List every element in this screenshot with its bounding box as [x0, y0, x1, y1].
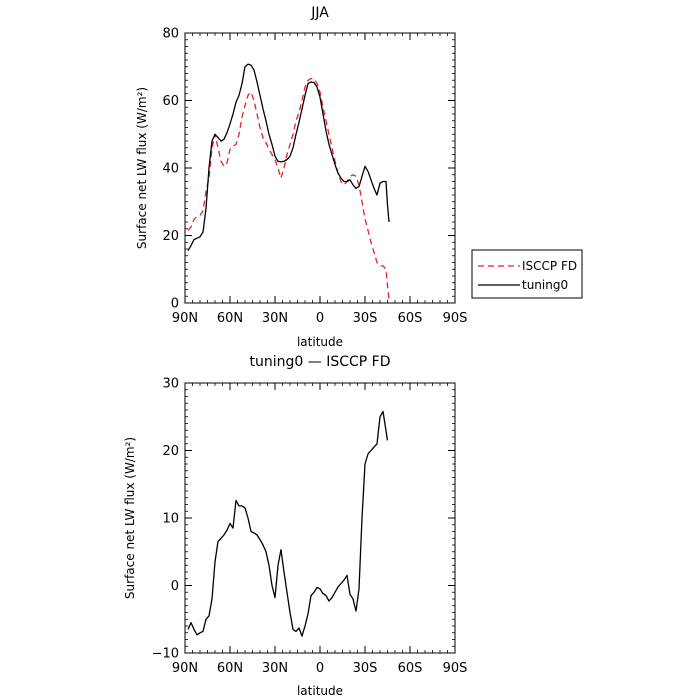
y-tick-label: 20: [162, 229, 179, 244]
x-tick-label: 60S: [398, 661, 423, 676]
x-tick-label: 30S: [353, 661, 378, 676]
x-tick-label: 90N: [172, 311, 198, 326]
y-tick-label: 60: [162, 94, 179, 109]
y-tick-label: 30: [162, 377, 179, 392]
top-y-axis-label: Surface net LW flux (W/m²): [135, 87, 149, 249]
y-tick-label: 40: [162, 162, 179, 177]
bottom-y-axis-label: Surface net LW flux (W/m²): [123, 437, 137, 599]
series-line-isccp-fd: [187, 77, 390, 300]
bottom-series-lines: [187, 410, 389, 637]
top-major-ticks: [184, 32, 456, 304]
x-tick-label: 60N: [217, 661, 243, 676]
x-tick-label: 30S: [353, 311, 378, 326]
legend-label-tuning0: tuning0: [522, 278, 568, 292]
series-line-tuning0: [187, 63, 390, 252]
bottom-major-ticks: [184, 382, 456, 654]
y-tick-label: 0: [171, 297, 179, 312]
x-tick-label: 90S: [443, 311, 468, 326]
top-chart-panel: JJA 90N 60N 30N 0 30S 60S 90S 0 20 40 60 80 latitu…: [135, 5, 583, 349]
y-tick-label: 10: [162, 512, 179, 527]
x-tick-label: 30N: [262, 311, 288, 326]
top-chart-title: JJA: [310, 5, 329, 21]
series-line-difference: [187, 410, 389, 637]
y-tick-label: 0: [171, 579, 179, 594]
x-tick-label: 90N: [172, 661, 198, 676]
x-tick-label: 60S: [398, 311, 423, 326]
bottom-x-tick-labels: 90N 60N 30N 0 30S 60S 90S: [172, 661, 468, 676]
top-x-tick-labels: 90N 60N 30N 0 30S 60S 90S: [172, 311, 468, 326]
legend-box: [471, 249, 583, 299]
bottom-x-axis-label: latitude: [297, 684, 343, 698]
top-plot-frame: [184, 32, 456, 304]
top-minor-ticks: [184, 32, 456, 304]
bottom-chart-panel: tuning0 — ISCCP FD 90N 60N 30N 0 30S 60S 90S −…: [123, 354, 467, 698]
x-tick-label: 0: [316, 661, 324, 676]
legend: ISCCP FD tuning0: [471, 249, 583, 299]
x-tick-label: 90S: [443, 661, 468, 676]
bottom-chart-title: tuning0 — ISCCP FD: [250, 354, 391, 370]
x-tick-label: 60N: [217, 311, 243, 326]
bottom-y-tick-labels: −10 0 10 20 30: [152, 377, 179, 662]
y-tick-label: −10: [152, 647, 179, 662]
top-y-tick-labels: 0 20 40 60 80: [162, 27, 179, 312]
bottom-plot-frame: [184, 382, 456, 654]
y-tick-label: 80: [162, 27, 179, 42]
legend-label-isccp-fd: ISCCP FD: [522, 259, 577, 273]
x-tick-label: 30N: [262, 661, 288, 676]
y-tick-label: 20: [162, 444, 179, 459]
x-tick-label: 0: [316, 311, 324, 326]
bottom-minor-ticks: [184, 382, 456, 654]
top-series-lines: [187, 63, 390, 300]
top-x-axis-label: latitude: [297, 335, 343, 349]
